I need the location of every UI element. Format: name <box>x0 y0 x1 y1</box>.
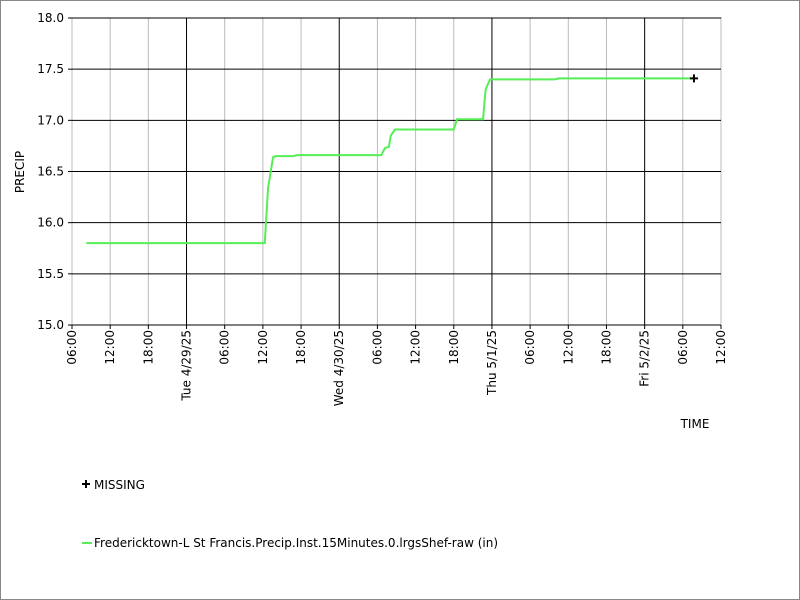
y-tick-label: 18.0 <box>37 11 64 25</box>
x-tick-label: 06:00 <box>676 330 690 365</box>
y-axis-label: PRECIP <box>13 151 27 193</box>
x-tick-label: 12:00 <box>256 330 270 365</box>
y-tick-label: 16.5 <box>37 165 64 179</box>
x-tick-label: Wed 4/30/25 <box>332 330 346 406</box>
x-tick-label: Thu 5/1/25 <box>485 330 499 396</box>
y-tick-label: 16.0 <box>37 216 64 230</box>
x-tick-label: 12:00 <box>714 330 728 365</box>
x-tick-label: Tue 4/29/25 <box>180 330 194 402</box>
missing-marker <box>689 74 698 83</box>
y-tick-label: 17.5 <box>37 62 64 76</box>
x-tick-label: 06:00 <box>218 330 232 365</box>
x-tick-label: 18:00 <box>599 330 613 365</box>
y-tick-label: 17.0 <box>37 113 64 127</box>
x-axis-label: TIME <box>680 417 710 431</box>
x-tick-label: 12:00 <box>409 330 423 365</box>
x-tick-label: 06:00 <box>370 330 384 365</box>
x-tick-label: 06:00 <box>523 330 537 365</box>
y-tick-label: 15.0 <box>37 318 64 332</box>
x-tick-label: 18:00 <box>447 330 461 365</box>
x-tick-label: 06:00 <box>65 330 79 365</box>
y-tick-label: 15.5 <box>37 267 64 281</box>
x-tick-label: 12:00 <box>561 330 575 365</box>
x-tick-label: 18:00 <box>294 330 308 365</box>
data-line <box>86 77 694 245</box>
legend-marker <box>82 480 90 488</box>
legend-label: MISSING <box>94 478 145 492</box>
x-tick-label: 18:00 <box>141 330 155 365</box>
legend-label: Fredericktown-L St Francis.Precip.Inst.1… <box>94 536 498 550</box>
x-tick-label: 12:00 <box>103 330 117 365</box>
x-tick-label: Fri 5/2/25 <box>638 330 652 387</box>
